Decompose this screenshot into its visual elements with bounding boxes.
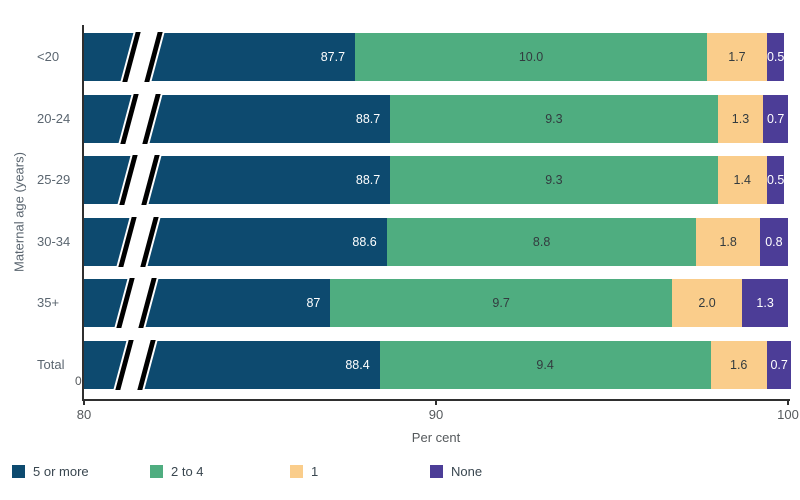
y-tick-label: <20	[37, 49, 60, 64]
bar-segment[interactable]: 0.5	[766, 156, 785, 205]
bar-segment[interactable]: 0.7	[763, 94, 788, 143]
legend-item[interactable]: 2 to 4	[150, 464, 204, 479]
x-axis-title: Per cent	[411, 430, 461, 445]
bar-segment[interactable]: 1.7	[707, 33, 767, 81]
x-tick-mark	[787, 401, 789, 405]
bar-row: 87.7 10.0 1.7 0.5	[84, 32, 785, 82]
bar-segment-value-label: 88.6	[352, 234, 377, 249]
bar-segment-value-label: 10.0	[518, 50, 544, 64]
axis-break-zero-label: 0	[75, 374, 82, 388]
bar-segment-value-label: 0.7	[770, 358, 788, 372]
bar-segment[interactable]: 8.8	[386, 217, 697, 266]
bar-row: 88.7 9.3 1.4 0.5	[84, 155, 785, 206]
bar-segment[interactable]: 9.3	[390, 156, 718, 205]
y-tick-label: 25-29	[37, 172, 71, 188]
bar-row: 88.6 8.8 1.8 0.8	[84, 216, 788, 267]
legend: 5 or more 2 to 4 1 None	[0, 458, 800, 488]
bar-segment-value-label: 1.7	[728, 50, 746, 64]
legend-swatch-icon	[12, 465, 25, 478]
bar-segment-value-label: 1.3	[731, 111, 750, 126]
legend-label: 5 or more	[33, 464, 89, 479]
bar-segment-value-label: 88.7	[355, 111, 381, 126]
bar-segment-value-label: 9.7	[492, 296, 510, 311]
bar-segment-value-label: 1.4	[733, 173, 751, 188]
bar-segment[interactable]: 1.6	[710, 341, 767, 389]
bar-segment-value-label: 0.7	[766, 111, 785, 126]
legend-swatch-icon	[430, 465, 443, 478]
legend-label: None	[451, 464, 483, 479]
legend-item[interactable]: 5 or more	[12, 464, 89, 479]
x-tick-label: 80	[76, 407, 92, 422]
x-tick-mark	[83, 401, 85, 405]
legend-swatch-icon	[150, 465, 163, 478]
bar-segment-value-label: 2.0	[698, 296, 716, 311]
plot-area: 87.7 10.0 1.7 0.5 88.7 9.3 1.3 0.7 88.7 9.3 1.4 0.5…	[84, 25, 792, 400]
bar-segment[interactable]: 9.3	[390, 94, 718, 143]
bar-row: 88.7 9.3 1.3 0.7	[84, 93, 788, 144]
bar-segment-value-label: 8.8	[532, 234, 551, 249]
y-tick-label: 20-24	[37, 110, 71, 126]
bar-segment[interactable]: 1.8	[696, 217, 760, 266]
bar-row: 88.4 9.4 1.6 0.7	[84, 340, 792, 390]
legend-swatch-icon	[290, 465, 303, 478]
legend-item[interactable]: 1	[290, 464, 318, 479]
x-axis-line	[82, 399, 790, 401]
bar-segment-value-label: 1.3	[756, 296, 774, 311]
bar-segment-value-label: 9.4	[536, 358, 554, 372]
legend-item[interactable]: None	[430, 464, 482, 479]
bar-segment[interactable]: 0.8	[759, 217, 788, 266]
bar-segment[interactable]: 2.0	[671, 279, 743, 328]
bar-segment-value-label: 0.5	[766, 50, 785, 64]
y-axis-title: Maternal age (years)	[11, 152, 27, 273]
bar-segment-value-label: 0.8	[765, 234, 783, 249]
y-tick-label: Total	[37, 357, 65, 372]
bar-segment-value-label: 87	[306, 296, 321, 311]
bar-segment-value-label: 9.3	[545, 111, 563, 126]
legend-label: 2 to 4	[171, 464, 204, 479]
bar-segment[interactable]: 1.3	[717, 94, 764, 143]
x-tick-label: 100	[777, 407, 799, 422]
bar-segment-value-label: 87.7	[320, 50, 346, 64]
y-axis-line	[82, 25, 84, 401]
bar-segment-value-label: 88.4	[345, 358, 370, 372]
x-tick-mark	[435, 401, 437, 405]
bar-segment-value-label: 1.6	[730, 358, 748, 372]
legend-label: 1	[311, 464, 319, 479]
bar-segment[interactable]: 10.0	[355, 33, 708, 81]
bar-segment-value-label: 0.5	[766, 173, 785, 188]
y-tick-label: 35+	[37, 295, 60, 311]
bar-segment-value-label: 9.3	[545, 173, 563, 188]
bar-row: 87 9.7 2.0 1.3	[84, 278, 788, 329]
bar-segment-value-label: 88.7	[355, 173, 381, 188]
bar-segment[interactable]: 9.4	[379, 341, 711, 389]
bar-segment[interactable]: 0.7	[766, 341, 792, 389]
y-tick-label: 30-34	[37, 233, 71, 249]
bar-segment[interactable]: 1.4	[717, 156, 767, 205]
bar-segment[interactable]: 9.7	[330, 279, 672, 328]
x-tick-label: 90	[428, 407, 444, 422]
bar-segment[interactable]: 0.5	[766, 33, 785, 81]
bar-segment-value-label: 1.8	[719, 234, 737, 249]
bar-segment[interactable]: 1.3	[742, 279, 788, 328]
